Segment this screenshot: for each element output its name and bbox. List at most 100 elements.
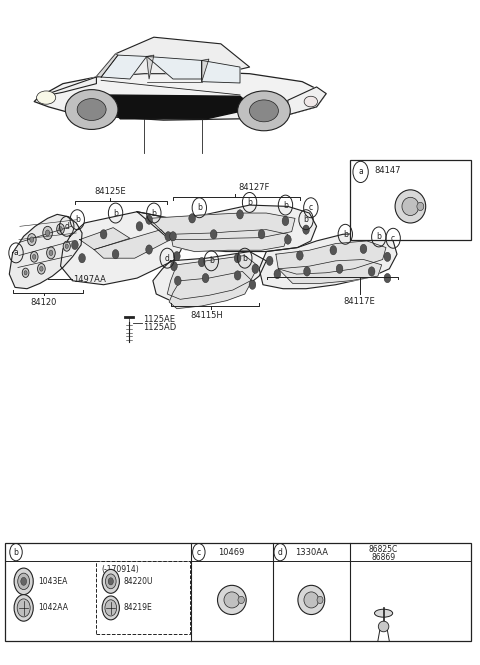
Ellipse shape [33, 255, 36, 259]
Text: b: b [13, 548, 18, 557]
Circle shape [297, 251, 303, 260]
Ellipse shape [22, 268, 29, 277]
Ellipse shape [65, 244, 68, 249]
Ellipse shape [63, 241, 71, 251]
Circle shape [234, 253, 241, 263]
Ellipse shape [217, 585, 246, 614]
Polygon shape [259, 233, 397, 289]
Polygon shape [9, 214, 82, 289]
Ellipse shape [37, 263, 45, 274]
Text: b: b [151, 209, 156, 217]
Circle shape [146, 245, 153, 254]
Circle shape [384, 273, 391, 283]
Text: 84127F: 84127F [239, 183, 270, 192]
Circle shape [165, 231, 171, 241]
Text: b: b [343, 230, 348, 239]
Circle shape [198, 257, 205, 267]
Circle shape [105, 600, 117, 616]
Circle shape [237, 209, 243, 219]
Text: a: a [13, 248, 18, 257]
Ellipse shape [49, 250, 53, 255]
Text: (-170914): (-170914) [101, 565, 139, 574]
Ellipse shape [304, 592, 319, 608]
Text: b: b [197, 203, 202, 212]
Text: c: c [391, 234, 395, 243]
Text: 1125AE: 1125AE [144, 315, 175, 324]
Circle shape [249, 280, 256, 289]
Circle shape [170, 261, 177, 271]
Text: d: d [165, 253, 170, 263]
Polygon shape [101, 55, 147, 79]
Ellipse shape [36, 91, 56, 104]
Circle shape [102, 569, 120, 593]
Circle shape [252, 264, 259, 273]
Ellipse shape [24, 271, 27, 275]
Polygon shape [147, 55, 154, 79]
Text: 84219E: 84219E [123, 603, 152, 612]
Text: 86869: 86869 [372, 553, 396, 562]
Text: 10469: 10469 [218, 548, 245, 557]
Ellipse shape [298, 585, 324, 614]
Polygon shape [137, 205, 317, 251]
Ellipse shape [30, 251, 38, 262]
Ellipse shape [59, 227, 62, 231]
Polygon shape [202, 59, 209, 82]
Ellipse shape [57, 223, 64, 234]
Text: a: a [358, 168, 363, 176]
Polygon shape [288, 87, 326, 115]
Circle shape [21, 577, 26, 585]
Circle shape [330, 245, 336, 255]
Text: b: b [75, 215, 80, 224]
Circle shape [202, 273, 209, 283]
Polygon shape [169, 271, 252, 309]
Ellipse shape [378, 621, 389, 632]
Text: 84125E: 84125E [94, 187, 126, 196]
Text: 1125AD: 1125AD [144, 323, 177, 332]
Text: 84220U: 84220U [123, 577, 153, 586]
Circle shape [274, 269, 281, 279]
Polygon shape [96, 37, 250, 77]
Text: b: b [113, 209, 118, 217]
Circle shape [336, 264, 343, 273]
Ellipse shape [250, 100, 278, 122]
Text: 1042AA: 1042AA [38, 603, 68, 612]
Circle shape [384, 252, 391, 261]
Polygon shape [276, 241, 386, 274]
Text: 84117E: 84117E [344, 297, 375, 306]
Ellipse shape [77, 98, 106, 120]
Circle shape [282, 216, 289, 225]
Polygon shape [149, 213, 295, 239]
Circle shape [136, 221, 143, 231]
Circle shape [112, 249, 119, 259]
Circle shape [17, 599, 30, 617]
Ellipse shape [46, 230, 50, 236]
Circle shape [174, 276, 181, 285]
Ellipse shape [374, 609, 393, 617]
Circle shape [14, 568, 33, 595]
Circle shape [173, 251, 180, 261]
Polygon shape [278, 259, 382, 283]
Ellipse shape [395, 190, 426, 223]
Text: b: b [247, 198, 252, 207]
Circle shape [258, 229, 265, 239]
Ellipse shape [238, 91, 290, 131]
Ellipse shape [27, 233, 36, 245]
Text: b: b [242, 253, 247, 263]
Text: 84147: 84147 [374, 166, 400, 175]
Ellipse shape [417, 202, 424, 211]
Polygon shape [60, 211, 187, 285]
Polygon shape [34, 70, 326, 120]
Polygon shape [80, 227, 130, 249]
Polygon shape [39, 77, 96, 97]
Polygon shape [170, 229, 288, 251]
Circle shape [14, 595, 33, 621]
Polygon shape [96, 95, 254, 119]
Circle shape [106, 574, 116, 589]
Text: b: b [283, 201, 288, 209]
Circle shape [303, 225, 310, 234]
Circle shape [169, 231, 176, 241]
Polygon shape [167, 255, 258, 299]
Text: 86825C: 86825C [369, 545, 398, 554]
Circle shape [304, 267, 311, 276]
Circle shape [266, 256, 273, 265]
